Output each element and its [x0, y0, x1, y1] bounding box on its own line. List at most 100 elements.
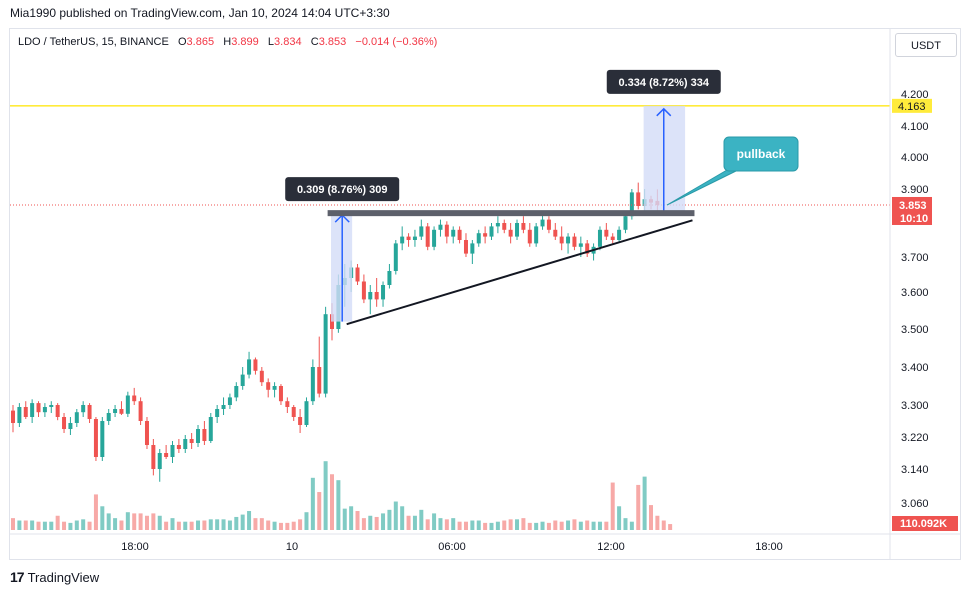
candle-body [610, 236, 615, 240]
candle-body [381, 285, 386, 300]
drawings: 0.309 (8.76%) 309 0.334 (8.72%) 334 pullba… [10, 69, 890, 326]
y-tick-label: 4.100 [901, 121, 929, 133]
candle-body [196, 429, 201, 443]
volume-bar [457, 521, 462, 530]
volume-bar [202, 520, 207, 530]
open-label: O [177, 36, 187, 48]
volume-bar [419, 509, 424, 530]
candle-body [106, 413, 111, 421]
currency-button[interactable]: USDT [895, 33, 957, 57]
candle-body [132, 395, 137, 402]
candle-body [629, 192, 634, 217]
y-tick-label: 3.400 [901, 362, 929, 374]
candle-body [298, 417, 303, 425]
x-tick-label: 18:00 [121, 541, 149, 553]
breakout-zone [327, 210, 695, 217]
y-tick-label: 3.300 [901, 400, 929, 412]
volume-bar [546, 522, 551, 530]
volume-bar [610, 482, 615, 530]
candle-body [310, 367, 315, 402]
resistance-price-text: 4.163 [898, 101, 926, 113]
volume-bar [502, 520, 507, 530]
volume-bar [189, 521, 194, 530]
candle-body [125, 395, 130, 414]
candle-body [412, 236, 417, 240]
candle-body [113, 409, 118, 413]
volume-bar [62, 521, 67, 530]
volume-bar [668, 524, 673, 530]
symbol-name[interactable]: LDO / TetherUS, 15, BINANCE [18, 36, 169, 48]
candle-body [540, 219, 545, 227]
candle-body [425, 226, 430, 247]
volume-bar [183, 521, 188, 530]
volume-bar [553, 520, 558, 530]
candle-body [502, 223, 507, 230]
callout-text: pullback [737, 147, 786, 161]
candle-body [489, 226, 494, 237]
y-tick-label: 3.220 [901, 432, 929, 444]
candle-body [164, 453, 169, 457]
volume-bar [49, 521, 54, 530]
volume-bar [144, 515, 149, 530]
candle-body [215, 409, 220, 417]
candle-body [578, 243, 583, 247]
volume-bar [527, 522, 532, 530]
candle-body [534, 226, 539, 244]
candle-body [393, 243, 398, 271]
volume-bar [463, 521, 468, 530]
volume-bar [572, 519, 577, 530]
candle-body [406, 236, 411, 240]
volume-bar [93, 494, 98, 530]
volume-bar [591, 521, 596, 530]
candle-body [451, 229, 456, 237]
candle-body [400, 236, 405, 244]
volume-bar [540, 521, 545, 530]
volume-bar [655, 515, 660, 530]
candle-body [93, 419, 98, 457]
volume-bar [617, 506, 622, 530]
candle-body [508, 229, 513, 237]
volume-bar [515, 519, 520, 530]
candle-body [463, 240, 468, 254]
volume-bar [55, 515, 60, 530]
candle-body [227, 397, 232, 405]
volume-bar [661, 520, 666, 530]
volume-bar [336, 480, 341, 530]
x-tick-label: 18:00 [755, 541, 783, 553]
y-tick-label: 3.700 [901, 252, 929, 264]
candle-body [291, 407, 296, 417]
candle-body [157, 453, 162, 469]
volume-bar [559, 521, 564, 530]
candle-body [585, 243, 590, 254]
volume-bar [87, 521, 92, 530]
measure-label-right: 0.334 (8.72%) 334 [619, 77, 710, 89]
footer-brand-text: TradingView [27, 569, 100, 585]
volume-bar [508, 519, 513, 530]
candle-body [119, 409, 124, 414]
candle-body [30, 403, 35, 417]
volume-bar [196, 520, 201, 530]
candle-body [361, 281, 366, 300]
candle-body [515, 223, 520, 237]
candle-body [240, 374, 245, 386]
candle-body [49, 405, 54, 407]
high-value: 3.899 [231, 36, 259, 48]
y-tick-label: 3.500 [901, 324, 929, 336]
volume-bar [361, 518, 366, 530]
countdown-text: 10:10 [900, 213, 928, 225]
volume-bar [68, 522, 73, 530]
y-tick-label: 3.140 [901, 464, 929, 476]
resistance-price-tag [892, 98, 932, 113]
candle-body [144, 421, 149, 445]
y-tick-label: 4.000 [901, 152, 929, 164]
x-tick-label: 12:00 [597, 541, 625, 553]
volume-bar [400, 506, 405, 530]
volume-bar [298, 519, 303, 530]
candle-body [42, 407, 47, 413]
volume-bar [649, 505, 653, 530]
tradingview-logo-icon: 17 [10, 569, 25, 585]
candle-body [151, 445, 156, 469]
candle-body [170, 445, 175, 457]
volume-bar [259, 518, 264, 530]
